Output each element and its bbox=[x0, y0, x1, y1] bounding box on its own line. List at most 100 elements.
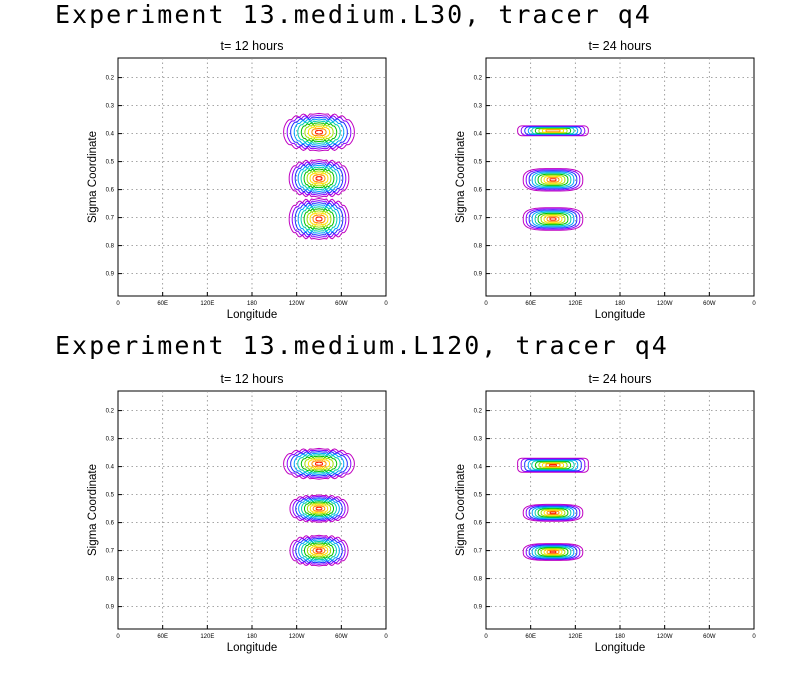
contour-line bbox=[531, 210, 575, 228]
contour-line bbox=[549, 217, 557, 221]
contour-line bbox=[291, 160, 347, 196]
y-tick-label: 0.9 bbox=[106, 272, 115, 278]
contour-line bbox=[297, 454, 341, 474]
contour-line bbox=[545, 129, 561, 133]
contour-line bbox=[531, 545, 575, 559]
contour-line bbox=[300, 166, 338, 191]
contour-line bbox=[315, 129, 323, 135]
contour-line bbox=[288, 159, 350, 198]
contour-line bbox=[546, 549, 560, 555]
x-tick-label: 0 bbox=[384, 634, 388, 640]
contour-line bbox=[290, 116, 348, 148]
y-tick-label: 0.8 bbox=[106, 577, 115, 583]
contour-line bbox=[546, 177, 560, 183]
panel-title: t= 12 hours bbox=[221, 39, 284, 53]
y-tick-label: 0.7 bbox=[474, 216, 483, 222]
y-tick-label: 0.6 bbox=[106, 188, 115, 194]
y-tick-label: 0.4 bbox=[474, 132, 483, 138]
contour-line bbox=[522, 503, 584, 522]
contour-line bbox=[549, 550, 557, 554]
y-tick-label: 0.7 bbox=[474, 549, 483, 555]
y-tick-label: 0.6 bbox=[106, 521, 115, 527]
contour-line bbox=[289, 494, 349, 523]
x-tick-label: 120E bbox=[200, 301, 214, 307]
contour-line bbox=[312, 546, 326, 555]
x-tick-label: 180 bbox=[247, 301, 258, 307]
x-tick-label: 0 bbox=[384, 301, 388, 307]
x-tick-label: 180 bbox=[615, 301, 626, 307]
x-tick-label: 120E bbox=[568, 634, 582, 640]
contour-line bbox=[525, 504, 581, 521]
contour-line bbox=[292, 536, 346, 565]
x-tick-label: 60W bbox=[703, 301, 716, 307]
contour-line bbox=[300, 122, 338, 143]
x-tick-label: 60E bbox=[157, 634, 168, 640]
contour-line bbox=[312, 174, 326, 183]
x-axis-label: Longitude bbox=[227, 309, 278, 321]
x-axis-label: Longitude bbox=[227, 642, 278, 654]
contour-line bbox=[537, 508, 569, 518]
y-tick-label: 0.2 bbox=[106, 76, 115, 82]
contour-line bbox=[537, 173, 569, 186]
contour-line bbox=[304, 542, 334, 559]
y-tick-label: 0.3 bbox=[106, 437, 115, 443]
contour-line bbox=[315, 506, 323, 511]
x-tick-label: 60E bbox=[157, 301, 168, 307]
x-tick-label: 120E bbox=[568, 301, 582, 307]
contour-line bbox=[522, 168, 584, 192]
contour-line bbox=[309, 503, 329, 514]
contour-line bbox=[303, 168, 335, 189]
contour-line bbox=[295, 497, 343, 521]
contour-line bbox=[304, 457, 334, 471]
contour-line bbox=[541, 462, 565, 468]
contour-line bbox=[306, 210, 332, 228]
y-tick-label: 0.5 bbox=[106, 493, 115, 499]
contour-line bbox=[522, 543, 584, 561]
contour-line bbox=[303, 208, 335, 230]
contour-line bbox=[517, 457, 589, 473]
y-axis-label: Sigma Coordinate bbox=[455, 464, 467, 556]
contour-line bbox=[528, 505, 578, 520]
panel-title: t= 24 hours bbox=[589, 39, 652, 53]
x-tick-label: 60E bbox=[525, 301, 536, 307]
x-tick-label: 0 bbox=[484, 634, 488, 640]
contour-line bbox=[315, 216, 323, 222]
contour-line bbox=[312, 214, 326, 224]
contour-line bbox=[537, 547, 569, 557]
contour-line bbox=[309, 545, 329, 556]
y-axis-label: Sigma Coordinate bbox=[87, 131, 99, 223]
contour-line bbox=[315, 548, 323, 553]
y-axis-label: Sigma Coordinate bbox=[455, 131, 467, 223]
x-tick-label: 60W bbox=[335, 634, 348, 640]
contour-line bbox=[525, 208, 581, 230]
contour-line bbox=[304, 501, 334, 516]
x-tick-label: 120W bbox=[289, 301, 305, 307]
contour-line bbox=[525, 543, 581, 561]
contour-line bbox=[297, 120, 341, 145]
contour-line bbox=[540, 174, 566, 185]
contour-line bbox=[291, 200, 347, 238]
y-axis-label: Sigma Coordinate bbox=[87, 464, 99, 556]
contour-line bbox=[534, 507, 572, 519]
contour-line bbox=[301, 499, 337, 518]
y-tick-label: 0.2 bbox=[474, 76, 483, 82]
x-tick-label: 0 bbox=[116, 634, 120, 640]
contour-line bbox=[290, 450, 348, 477]
y-tick-label: 0.5 bbox=[106, 160, 115, 166]
contour-line bbox=[306, 543, 332, 558]
contour-line bbox=[534, 172, 572, 187]
y-tick-label: 0.3 bbox=[106, 104, 115, 110]
x-tick-label: 0 bbox=[484, 301, 488, 307]
contour-line bbox=[537, 212, 569, 226]
contour-line bbox=[307, 126, 331, 139]
panel-title: t= 24 hours bbox=[589, 372, 652, 386]
contour-line bbox=[283, 447, 355, 480]
contour-line bbox=[311, 127, 327, 137]
contour-line bbox=[298, 498, 340, 519]
y-tick-label: 0.6 bbox=[474, 188, 483, 194]
y-tick-label: 0.7 bbox=[106, 549, 115, 555]
x-tick-label: 60W bbox=[335, 301, 348, 307]
contour-line bbox=[298, 539, 340, 562]
contour-line bbox=[300, 206, 338, 232]
